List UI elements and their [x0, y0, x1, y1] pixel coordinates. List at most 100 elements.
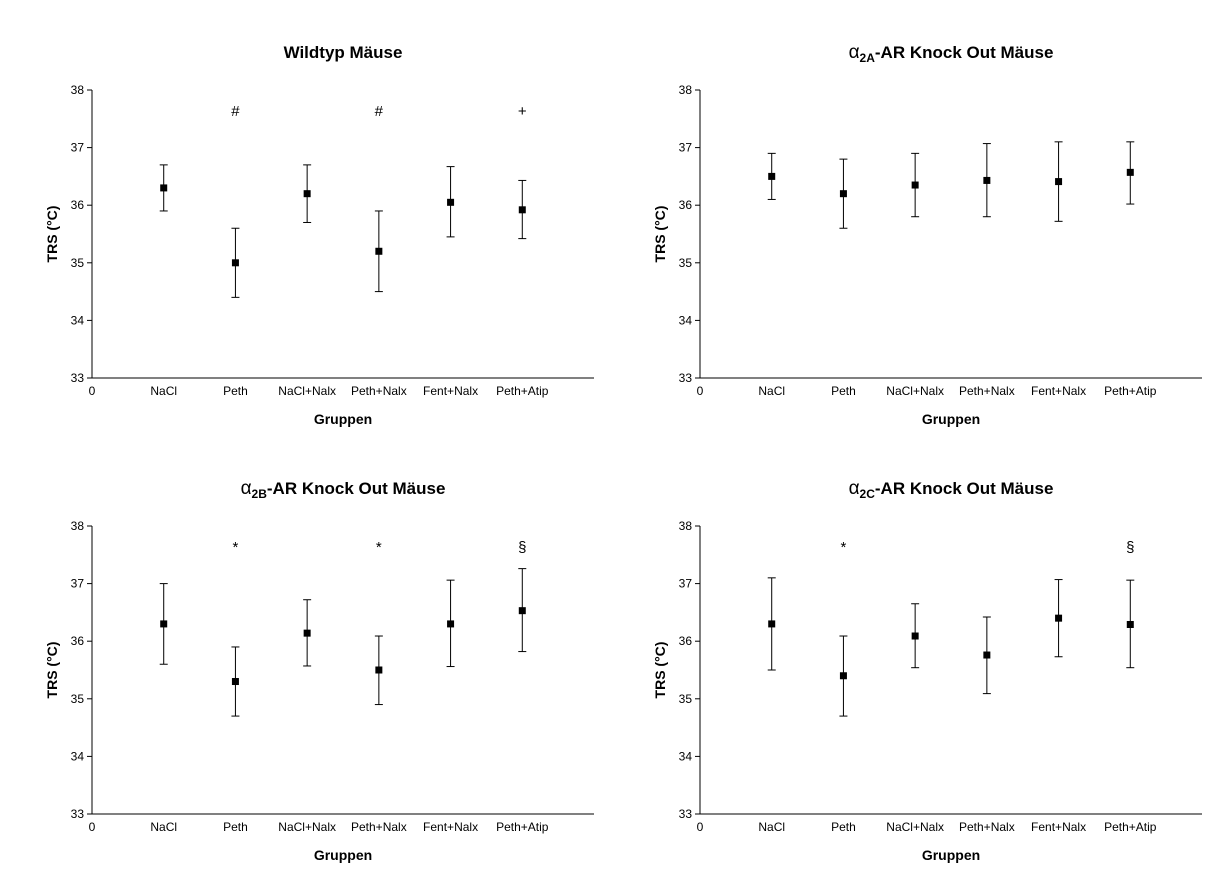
x-category-label: Peth+Atip	[1104, 820, 1157, 834]
chart-title: Wildtyp Mäuse	[284, 43, 403, 62]
x-category-label: Peth+Nalx	[959, 384, 1015, 398]
x-category-label: Fent+Nalx	[423, 820, 478, 834]
y-axis-title: TRS (°C)	[44, 206, 60, 263]
title-greek-prefix: α	[241, 478, 252, 499]
mean-marker	[447, 620, 455, 628]
title-subscript: 2A	[860, 51, 876, 65]
mean-marker	[983, 176, 991, 184]
x-category-label: Peth	[223, 384, 248, 398]
x-category-label: Peth+Atip	[1104, 384, 1157, 398]
y-tick-label: 35	[679, 256, 693, 270]
y-tick-label: 38	[679, 83, 693, 97]
y-tick-label: 33	[679, 807, 693, 821]
y-tick-label: 36	[679, 634, 693, 648]
y-tick-label: 35	[71, 692, 85, 706]
y-tick-label: 35	[71, 256, 85, 270]
y-tick-label: 37	[679, 141, 693, 155]
y-axis-title: TRS (°C)	[652, 642, 668, 699]
title-subscript: 2C	[860, 487, 876, 501]
mean-marker	[375, 666, 383, 674]
x-axis-title: Gruppen	[922, 847, 980, 863]
x-category-label: NaCl	[150, 384, 177, 398]
title-text: -AR Knock Out Mäuse	[875, 479, 1054, 498]
y-tick-label: 34	[71, 313, 85, 327]
chart-panel-alpha2c-ko: α2C-AR Knock Out Mäuse 33 34 35 36 37 38 0 NaCl P…	[608, 436, 1216, 871]
mean-marker	[911, 632, 919, 640]
x-category-label: Fent+Nalx	[423, 384, 478, 398]
x-category-label: Peth	[831, 384, 856, 398]
mean-marker	[231, 678, 239, 686]
y-tick-label: 36	[71, 634, 85, 648]
x-origin-label: 0	[89, 384, 96, 398]
x-axis-title: Gruppen	[314, 411, 372, 427]
y-tick-label: 33	[71, 807, 85, 821]
mean-marker	[1055, 178, 1063, 186]
chart-svg: Wildtyp Mäuse 33 34 35 36 37 38 0 NaCl Peth NaCl+N…	[44, 43, 594, 427]
chart-svg: α2A-AR Knock Out Mäuse 33 34 35 36 37 38 0 NaCl P…	[652, 42, 1202, 427]
y-tick-label: 34	[679, 749, 693, 763]
y-tick-label: 38	[71, 519, 85, 533]
x-category-label: Peth+Nalx	[959, 820, 1015, 834]
chart-title: α2C-AR Knock Out Mäuse	[849, 478, 1054, 501]
significance-mark: *	[376, 539, 382, 556]
mean-marker	[518, 206, 526, 214]
chart-title: α2B-AR Knock Out Mäuse	[241, 478, 446, 501]
x-category-label: Fent+Nalx	[1031, 820, 1086, 834]
chart-title: α2A-AR Knock Out Mäuse	[849, 42, 1054, 65]
title-text: -AR Knock Out Mäuse	[267, 479, 446, 498]
mean-marker	[303, 190, 311, 198]
mean-marker	[768, 172, 776, 180]
y-tick-label: 37	[679, 577, 693, 591]
y-tick-label: 38	[71, 83, 85, 97]
mean-marker	[231, 259, 239, 267]
significance-mark: #	[375, 103, 384, 120]
x-origin-label: 0	[697, 384, 704, 398]
mean-marker	[839, 190, 847, 198]
title-greek-prefix: α	[849, 478, 860, 499]
mean-marker	[911, 181, 919, 189]
x-category-label: Peth+Atip	[496, 820, 549, 834]
x-axis-title: Gruppen	[314, 847, 372, 863]
x-axis-title: Gruppen	[922, 411, 980, 427]
x-category-label: NaCl	[758, 384, 785, 398]
y-tick-label: 34	[679, 313, 693, 327]
mean-marker	[160, 620, 168, 628]
mean-marker	[768, 620, 776, 628]
x-category-label: NaCl+Nalx	[278, 384, 336, 398]
mean-marker	[1055, 614, 1063, 622]
y-tick-label: 34	[71, 749, 85, 763]
y-tick-label: 37	[71, 141, 85, 155]
mean-marker	[160, 184, 168, 192]
x-category-label: NaCl+Nalx	[886, 384, 944, 398]
chart-panel-alpha2b-ko: α2B-AR Knock Out Mäuse 33 34 35 36 37 38 0 NaCl P…	[0, 436, 608, 871]
mean-marker	[1126, 620, 1134, 628]
mean-marker	[518, 607, 526, 615]
chart-svg: α2B-AR Knock Out Mäuse 33 34 35 36 37 38 0 NaCl P…	[44, 478, 594, 863]
x-category-label: NaCl	[150, 820, 177, 834]
title-text: -AR Knock Out Mäuse	[875, 43, 1054, 62]
y-tick-label: 33	[679, 371, 693, 385]
title-text: Wildtyp Mäuse	[284, 43, 403, 62]
mean-marker	[303, 629, 311, 637]
mean-marker	[447, 198, 455, 206]
mean-marker	[983, 651, 991, 659]
y-tick-label: 33	[71, 371, 85, 385]
chart-svg: α2C-AR Knock Out Mäuse 33 34 35 36 37 38 0 NaCl P…	[652, 478, 1202, 863]
y-tick-label: 37	[71, 577, 85, 591]
y-axis-title: TRS (°C)	[652, 206, 668, 263]
significance-mark: +	[518, 103, 527, 120]
x-category-label: Peth	[223, 820, 248, 834]
significance-mark: *	[841, 539, 847, 556]
y-tick-label: 36	[71, 198, 85, 212]
mean-marker	[1126, 168, 1134, 176]
chart-panel-wildtype: Wildtyp Mäuse 33 34 35 36 37 38 0 NaCl Peth NaCl+N…	[0, 0, 608, 441]
title-greek-prefix: α	[849, 42, 860, 63]
x-category-label: NaCl+Nalx	[278, 820, 336, 834]
x-category-label: Peth+Nalx	[351, 384, 407, 398]
x-category-label: NaCl	[758, 820, 785, 834]
x-category-label: NaCl+Nalx	[886, 820, 944, 834]
x-origin-label: 0	[89, 820, 96, 834]
y-axis-title: TRS (°C)	[44, 642, 60, 699]
significance-mark: §	[1126, 539, 1134, 556]
